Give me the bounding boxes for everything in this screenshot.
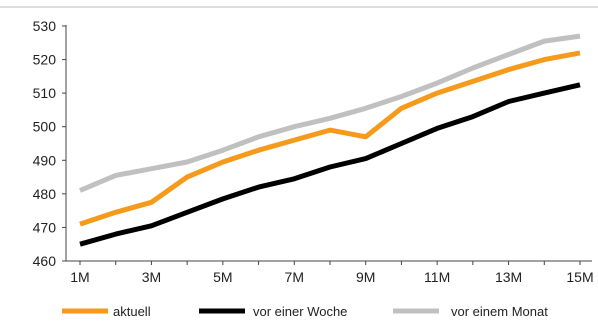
series-line-vor-einem-monat — [79, 33, 581, 193]
y-axis: 460 470 480 490 500 510 520 530 — [33, 18, 67, 269]
x-tick-label: 9M — [356, 269, 375, 285]
x-tick-label: 3M — [142, 269, 161, 285]
x-axis: 1M 3M 5M 7M 9M 11M 13M 15M — [66, 260, 594, 285]
y-tick-label: 500 — [33, 119, 57, 135]
series-lines — [79, 33, 581, 247]
x-tick-label: 5M — [213, 269, 232, 285]
y-tick-label: 490 — [33, 152, 57, 168]
legend-label: aktuell — [113, 304, 151, 319]
x-tick-label: 7M — [285, 269, 304, 285]
legend-label: vor einer Woche — [253, 304, 347, 319]
y-tick-label: 510 — [33, 85, 57, 101]
y-tick-label: 530 — [33, 18, 57, 34]
legend-label: vor einem Monat — [451, 304, 548, 319]
y-tick-label: 460 — [33, 253, 57, 269]
series-line-vor-einer-woche — [79, 82, 581, 247]
y-tick-label: 470 — [33, 219, 57, 235]
y-tick-label: 520 — [33, 52, 57, 68]
x-tick-label: 11M — [424, 269, 450, 285]
x-tick-label: 13M — [495, 269, 522, 285]
legend: aktuell vor einer Woche vor einem Monat — [62, 304, 548, 319]
y-tick-label: 480 — [33, 186, 57, 202]
x-tick-label: 15M — [566, 269, 593, 285]
x-tick-label: 1M — [70, 269, 89, 285]
series-line-aktuell — [79, 50, 581, 227]
